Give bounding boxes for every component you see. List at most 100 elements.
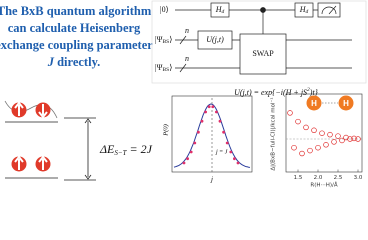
ket: |Ψ (155, 63, 163, 72)
formula-end: )t} (309, 88, 319, 97)
spin-arrow (38, 155, 48, 170)
dots (182, 105, 240, 165)
arrow-head (84, 118, 92, 180)
input-label: |ΨBS⟩ (155, 63, 172, 73)
point (327, 131, 333, 138)
register-slash (179, 35, 187, 45)
ket: |0⟩ (160, 5, 169, 14)
x-tick-label: 3.0 (354, 175, 363, 181)
plot-frame (285, 93, 363, 173)
point (315, 144, 321, 151)
atom (338, 95, 354, 111)
scatter-chart: Δ|(BxB−full-CI)|/kcal mol⁻¹ R(H···H)/Å H… (270, 93, 363, 189)
y-label: P(0) (162, 124, 169, 137)
ket: |Ψ (155, 35, 163, 44)
point (323, 142, 329, 148)
gate-label: Hd (215, 5, 225, 15)
point (291, 144, 297, 151)
gate (197, 30, 233, 50)
gap-label: ΔES−T = 2J (99, 142, 153, 157)
point (295, 118, 301, 125)
header-rest: directly. (54, 55, 100, 69)
measurement (317, 2, 341, 18)
point (303, 124, 309, 131)
gate (294, 2, 314, 18)
point (343, 134, 349, 141)
ket-end: ⟩ (169, 63, 172, 72)
x-label: R(H···H)/Å (310, 182, 337, 189)
dot (225, 141, 229, 145)
dot (229, 150, 233, 154)
point (299, 150, 305, 157)
x-label: j (210, 176, 213, 184)
circuit (151, 0, 367, 84)
point (339, 137, 345, 144)
meter (321, 5, 337, 15)
energy-diagram (4, 100, 96, 181)
dot (193, 141, 197, 145)
dot (236, 161, 240, 165)
gate (210, 2, 230, 18)
dot (204, 110, 208, 114)
gate-text: H (299, 5, 307, 14)
dot (211, 105, 215, 109)
gate-sub: d (306, 9, 309, 15)
dot (189, 150, 193, 154)
dot (222, 130, 226, 134)
gate (239, 33, 287, 75)
header-line: J directly. (47, 55, 101, 69)
ket-sub: BS (163, 67, 170, 73)
point (351, 135, 357, 142)
point (287, 110, 293, 116)
spin-arrow (14, 155, 24, 170)
x-tick-label: 2.0 (314, 175, 323, 181)
dot (207, 105, 211, 109)
atom (306, 95, 322, 111)
gate-label: U(j,t) (206, 35, 224, 44)
gate-label: Hd (299, 5, 309, 15)
header-line: can calculate Heisenberg (8, 21, 141, 35)
marker-label: j = J (215, 149, 228, 155)
header-line: exchange coupling parameter (0, 38, 153, 52)
control-dot (260, 7, 266, 13)
gate-sub: d (222, 9, 225, 15)
point (319, 130, 325, 136)
circuit-labels: |0⟩ |ΨBS⟩ |ΨBS⟩ n n Hd U(j,t) SWAP Hd U(… (155, 5, 319, 97)
x-tick-label: 2.5 (334, 175, 343, 181)
spin-arrow (14, 101, 24, 116)
x-tick-label: 1.5 (294, 175, 303, 181)
dot (218, 119, 222, 123)
dot (215, 110, 218, 114)
ket-sub: BS (163, 39, 170, 45)
point (347, 136, 353, 142)
gate-text: H (215, 5, 223, 14)
gap-sub: S−T (114, 149, 127, 157)
well (4, 100, 58, 119)
header-italic: J (47, 55, 55, 69)
atom-label: H (311, 99, 317, 108)
circuit-frame (151, 0, 367, 84)
point (355, 136, 361, 142)
header: The BxB quantum algorithm can calculate … (0, 4, 153, 69)
register-slash (179, 63, 187, 73)
probability-plot: P(0) j j = J (162, 95, 253, 184)
input-label: |0⟩ (160, 5, 169, 14)
point (335, 133, 341, 139)
point (307, 147, 313, 154)
formula-sup: 2 (307, 87, 310, 93)
dot (186, 157, 190, 161)
formula: U(j,t) = exp{−i(H + jS2)t} (234, 87, 319, 97)
dot (233, 157, 236, 161)
graphical-abstract: The BxB quantum algorithm can calculate … (0, 0, 367, 189)
ket-end: ⟩ (169, 35, 172, 44)
header-line: The BxB quantum algorithm (0, 4, 152, 18)
register-size: n (185, 54, 189, 63)
y-label: Δ|(BxB−full-CI)|/kcal mol⁻¹ (270, 97, 277, 170)
input-label: |ΨBS⟩ (155, 35, 172, 45)
atom-label: H (343, 99, 349, 108)
point (311, 127, 317, 134)
gap-text: ΔE (99, 142, 115, 156)
dot (182, 161, 186, 165)
dot (197, 130, 200, 134)
formula-text: U(j,t) = exp{−i(H + jS (234, 88, 307, 97)
